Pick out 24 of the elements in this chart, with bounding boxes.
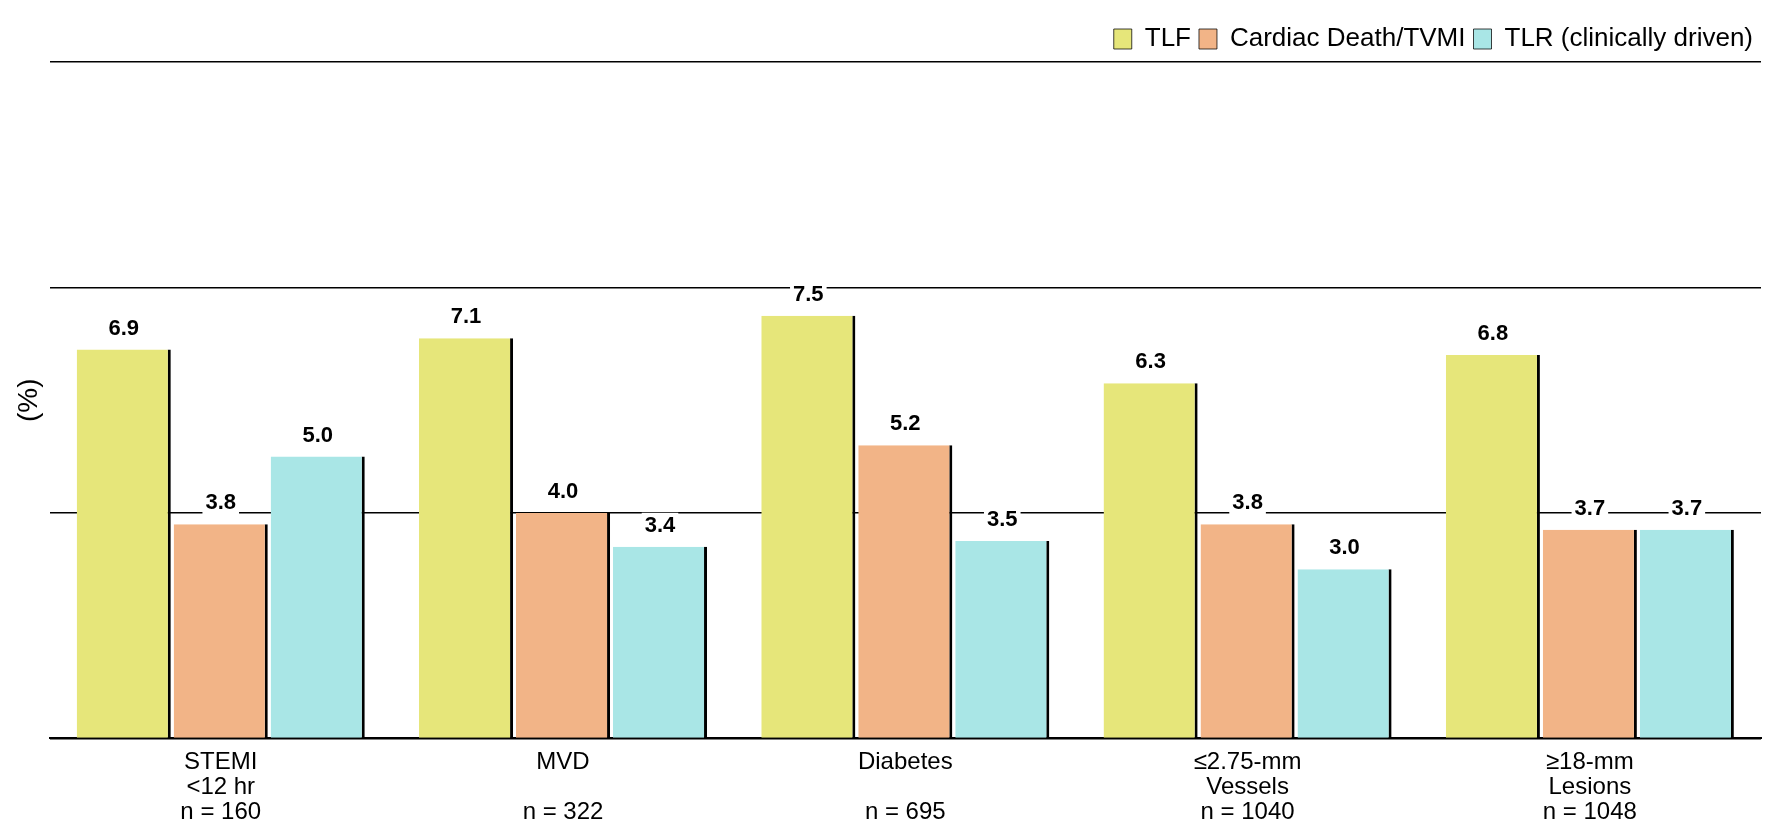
data-label: 3.0 [1329, 534, 1360, 560]
legend-label: TLF [1144, 22, 1191, 53]
legend-label: Cardiac Death/TVMI [1229, 22, 1466, 53]
data-label: 3.8 [1232, 489, 1263, 515]
data-label: 3.4 [644, 511, 677, 537]
legend-label: TLR (clinically driven) [1504, 22, 1753, 53]
y-axis-title: (%) [11, 378, 43, 422]
x-tick-label: ≥18-mm Lesions n = 1048 [1542, 746, 1637, 825]
x-tick-label: Diabetes n = 695 [857, 746, 953, 825]
data-label: 7.5 [793, 280, 824, 306]
data-label: 6.9 [108, 314, 140, 340]
data-label: 3.7 [1671, 494, 1703, 520]
x-tick-label: MVD n = 322 [522, 746, 604, 825]
data-label: 3.7 [1574, 494, 1606, 520]
data-label: 3.8 [205, 489, 237, 515]
data-label: 6.3 [1135, 348, 1166, 374]
data-label: 7.1 [450, 303, 482, 329]
data-label: 5.0 [302, 421, 334, 447]
x-tick-label: STEMI <12 hr n = 160 [180, 746, 262, 825]
data-label: 3.5 [986, 506, 1018, 532]
data-label: 4.0 [547, 478, 579, 503]
data-label: 6.8 [1477, 320, 1509, 346]
data-label: 5.2 [890, 410, 921, 436]
x-tick-label: ≤2.75-mm Vessels n = 1040 [1193, 746, 1302, 825]
